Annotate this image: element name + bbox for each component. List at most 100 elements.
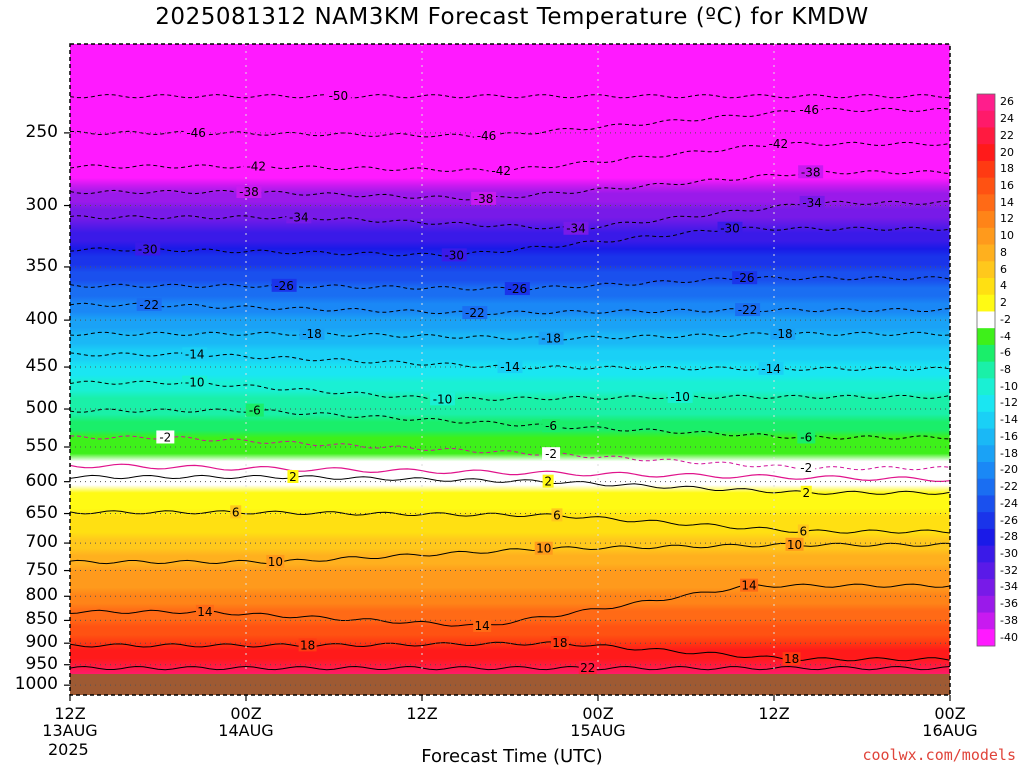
contour-label: 14	[474, 619, 489, 633]
contour-label: -38	[801, 165, 821, 179]
colorbar-swatch	[977, 411, 995, 429]
contour-label: -42	[769, 137, 789, 151]
contour-label-bg	[542, 447, 561, 461]
contour-label: 18	[300, 638, 315, 652]
contour-label: 6	[800, 525, 808, 539]
y-tick-label: 250	[25, 121, 58, 142]
contour--50	[70, 94, 950, 99]
colorbar-swatch	[977, 177, 995, 195]
contour-label: 6	[553, 508, 561, 522]
colorbar-swatch	[977, 278, 995, 296]
colorbar-swatch	[977, 612, 995, 630]
contour-label-bg	[183, 125, 209, 139]
colorbar-label: 14	[1000, 195, 1014, 209]
contour-label-bg	[430, 392, 456, 406]
colorbar-swatch	[977, 361, 995, 379]
y-tick-label: 600	[25, 470, 58, 491]
colorbar-swatch	[977, 211, 995, 229]
colorbar-swatch	[977, 428, 995, 446]
colorbar-swatch	[977, 328, 995, 346]
contour-label: 14	[741, 579, 756, 593]
colorbar-label: 24	[1000, 112, 1014, 126]
colorbar-label: -10	[1000, 379, 1018, 393]
contour-label-bg	[800, 485, 812, 499]
colorbar-label: -38	[1000, 613, 1018, 627]
contour-label-bg	[286, 210, 312, 224]
contour-label-bg	[473, 619, 492, 633]
contour-label: 2	[289, 470, 297, 484]
y-tick-label: 350	[25, 255, 58, 276]
contour-label-bg	[230, 505, 242, 519]
contour-label-bg	[797, 461, 816, 475]
contour-label-bg	[785, 537, 804, 551]
contour-label-bg	[298, 638, 317, 652]
contour-label-bg	[182, 375, 208, 389]
contour-label-bg	[245, 403, 264, 417]
credit-link[interactable]: coolwx.com/models	[862, 746, 1016, 764]
x-tick-label: 00Z 15AUG	[570, 704, 626, 740]
contour--10	[70, 380, 950, 402]
colorbar-label: -40	[1000, 630, 1018, 644]
contour-label-bg	[441, 248, 467, 262]
contour-label-bg	[735, 303, 761, 317]
colorbar-label: 6	[1000, 262, 1007, 276]
colorbar-swatch	[977, 629, 995, 647]
contour-label-bg	[538, 331, 564, 345]
contour-label-bg	[534, 541, 553, 555]
contour-label-bg	[462, 306, 488, 320]
contour-label: 2	[544, 475, 552, 489]
x-tick-label: 12Z 13AUG	[42, 704, 98, 740]
colorbar-label: -24	[1000, 496, 1018, 510]
contour-label: -46	[799, 103, 819, 117]
colorbar-label: -16	[1000, 429, 1018, 443]
contour-labels: -50 -46 -46 -46 -42 -42 -42 -38 -38 -38 -34 -34 -34 -…	[135, 89, 825, 675]
y-tick-label: 700	[25, 532, 58, 553]
colorbar-swatch	[977, 495, 995, 513]
colorbar-label: -4	[1000, 329, 1011, 343]
contour-label: 6	[232, 505, 240, 519]
y-tick-label: 950	[25, 653, 58, 674]
y-tick-label: 500	[25, 398, 58, 419]
contour-label-bg	[135, 242, 161, 256]
contour-label-bg	[770, 326, 796, 340]
colorbar-swatch	[977, 344, 995, 363]
contour-label: 10	[787, 538, 802, 552]
x-year-label: 2025	[48, 740, 89, 759]
contour-label: -18	[302, 327, 322, 341]
contour-label: -6	[249, 404, 261, 418]
contour-label: -38	[474, 192, 494, 206]
colorbar-label: -32	[1000, 563, 1018, 577]
colorbar-swatch	[977, 144, 995, 162]
contour-label: -30	[138, 242, 158, 256]
colorbar-swatch	[977, 110, 995, 128]
contour--18	[70, 331, 950, 341]
colorbar-swatch	[977, 261, 995, 279]
contour--6	[70, 408, 950, 440]
contour--30	[70, 226, 950, 258]
y-tick-label: 400	[25, 309, 58, 330]
contour-label-bg	[667, 389, 693, 403]
colorbar-label: -26	[1000, 513, 1018, 527]
colorbar-label: -34	[1000, 580, 1018, 594]
contour-label: 10	[268, 555, 283, 569]
y-tick-label: 750	[25, 559, 58, 580]
contour-label: -2	[159, 430, 171, 444]
contour-label: -14	[761, 362, 781, 376]
contour-label: 2	[802, 486, 810, 500]
contour-label-bg	[271, 278, 297, 292]
colorbar-label: 16	[1000, 179, 1014, 192]
contour-label: 14	[197, 605, 212, 619]
contour-label: -26	[508, 282, 528, 296]
contour-label-bg	[471, 191, 497, 205]
contour-label: -38	[239, 185, 259, 199]
contour-label-bg	[740, 578, 759, 592]
contour-label-bg	[156, 430, 175, 444]
contour-label: -18	[773, 327, 793, 341]
contour-label-bg	[542, 474, 554, 488]
contour-label: -34	[566, 222, 586, 236]
contour-label: -14	[185, 347, 205, 361]
y-tick-label: 650	[25, 502, 58, 523]
contour-label-bg	[797, 524, 809, 538]
contour-label: -22	[738, 303, 758, 317]
colorbar-swatch	[977, 227, 995, 245]
